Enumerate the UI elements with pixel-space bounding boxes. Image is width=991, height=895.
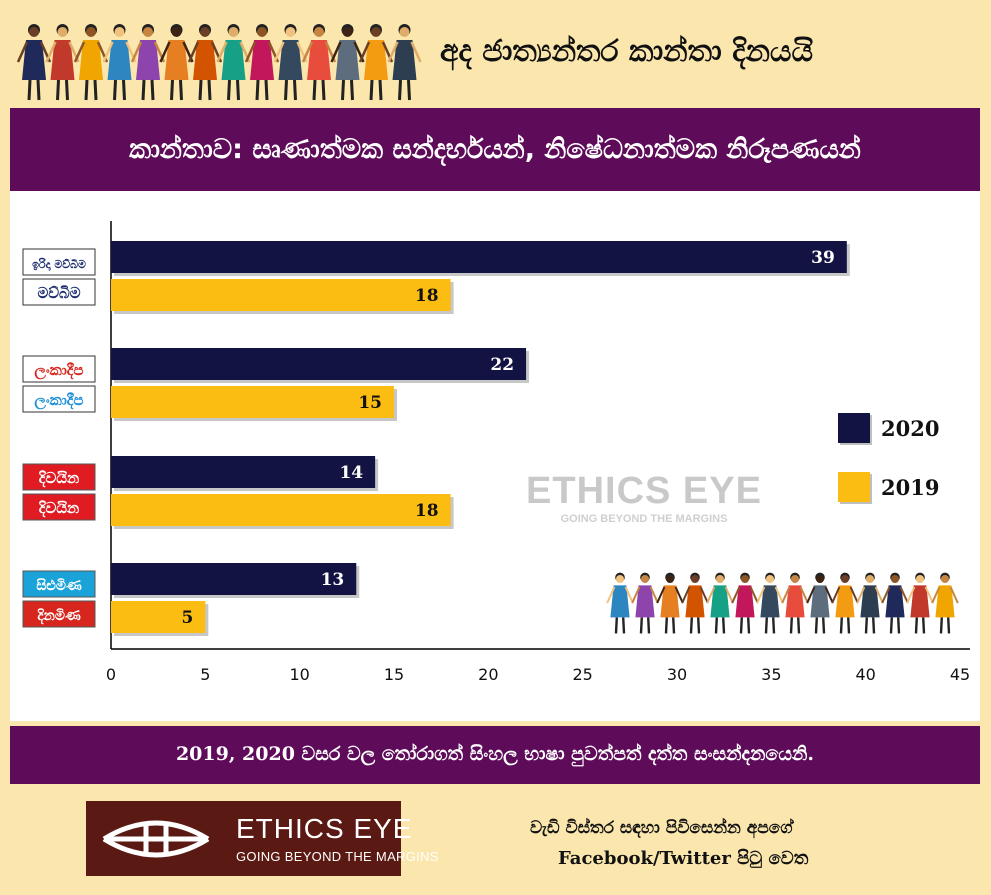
x-tick-label: 15	[384, 665, 404, 684]
women-group-illustration-top	[16, 24, 422, 101]
legend-label: 2020	[881, 416, 939, 441]
bar-value-label: 14	[339, 463, 363, 483]
source-note: 2019, 2020 වසර වල තෝරාගත් සිංහල භාෂා පුව…	[175, 743, 815, 765]
category-label: ලංකාදීප	[34, 361, 83, 380]
bar-value-label: 39	[811, 248, 835, 268]
x-tick-label: 10	[289, 665, 309, 684]
woman-figure	[756, 572, 784, 634]
x-tick-label: 30	[667, 665, 687, 684]
woman-figure	[216, 24, 251, 101]
category-logo: ඉරිදා මව්බිම මව්බිම	[22, 248, 96, 306]
x-tick-label: 25	[572, 665, 592, 684]
x-tick-label: 0	[106, 665, 116, 684]
woman-figure	[681, 572, 709, 634]
woman-figure	[159, 24, 194, 101]
woman-figure	[187, 24, 223, 101]
x-tick-label: 35	[761, 665, 781, 684]
woman-figure	[273, 24, 308, 101]
logo-tagline: GOING BEYOND THE MARGINS	[236, 849, 439, 864]
woman-figure	[358, 24, 394, 101]
chart-panel: ETHICS EYE GOING BEYOND THE MARGINS 0 5 10 1…	[10, 191, 980, 721]
woman-figure	[656, 572, 684, 634]
ethics-eye-logo[interactable]: ETHICS EYE GOING BEYOND THE MARGINS	[86, 801, 438, 876]
woman-figure	[45, 24, 80, 101]
footer-banner: 2019, 2020 වසර වල තෝරාගත් සිංහල භාෂා පුව…	[10, 726, 980, 784]
woman-figure	[856, 572, 884, 634]
bar-value-label: 5	[181, 608, 193, 628]
bar-value-label: 15	[358, 393, 382, 413]
woman-figure	[781, 572, 809, 634]
logo-title: ETHICS EYE	[236, 813, 413, 844]
bar-value-label: 22	[490, 355, 514, 375]
x-tick-label: 20	[478, 665, 498, 684]
bar-2019	[111, 386, 394, 418]
legend-item-2019: 2019	[838, 472, 939, 504]
woman-figure	[631, 572, 659, 634]
category-label: සිළුමිණ	[36, 578, 82, 594]
woman-figure	[706, 572, 734, 634]
category-label: මව්බිම	[37, 284, 80, 302]
bar-2019	[111, 601, 206, 633]
watermark-title: ETHICS EYE	[526, 470, 762, 512]
bar-2020	[111, 241, 847, 273]
subtitle-banner: කාන්තාව: සෘණාත්මක සන්දර්භයන්, නිෂේධනාත්ම…	[10, 108, 980, 191]
chart-subtitle: කාන්තාව: සෘණාත්මක සන්දර්භයන්, නිෂේධනාත්ම…	[129, 134, 861, 165]
category-logo: දිවයින දිවයින	[22, 463, 96, 521]
category-label: දිවයින	[38, 469, 79, 488]
cta-line-2[interactable]: Facebook/Twitter පිටු වෙත	[558, 848, 809, 869]
legend-swatch	[838, 472, 870, 502]
woman-figure	[102, 24, 137, 101]
bar-2019	[111, 494, 451, 526]
category-label: දිනමිණ	[37, 608, 81, 625]
cta-line-1: වැඩි විස්තර සඳහා පිවිසෙන්න අපගේ	[530, 818, 793, 838]
woman-figure	[806, 572, 834, 634]
bar-value-label: 18	[415, 501, 439, 521]
page-title: අද ජාත්‍යන්තර කාන්තා දිනයයි	[440, 34, 814, 69]
bar-2019	[111, 279, 451, 311]
woman-figure	[244, 24, 280, 101]
x-tick-label: 40	[855, 665, 875, 684]
legend-swatch	[838, 413, 870, 443]
legend-item-2020: 2020	[838, 413, 939, 445]
woman-figure	[906, 572, 934, 634]
woman-figure	[731, 572, 759, 634]
category-label: දිවයින	[38, 499, 79, 518]
woman-figure	[831, 572, 859, 634]
bar-value-label: 13	[321, 570, 345, 590]
bar-2020	[111, 348, 527, 380]
woman-figure	[931, 572, 959, 634]
x-tick-label: 5	[200, 665, 210, 684]
category-label: ලංකාදීප	[34, 391, 83, 410]
bar-2020	[111, 563, 357, 595]
woman-figure	[301, 24, 337, 101]
watermark-tagline: GOING BEYOND THE MARGINS	[561, 513, 728, 525]
category-label: ඉරිදා මව්බිම	[32, 257, 86, 272]
woman-figure	[606, 572, 634, 634]
woman-figure	[73, 24, 109, 101]
bar-2020	[111, 456, 376, 488]
woman-figure	[130, 24, 166, 101]
woman-figure	[16, 24, 52, 101]
eye-logo-icon	[102, 820, 210, 858]
bar-value-label: 18	[415, 286, 439, 306]
bottom-banner: ETHICS EYE GOING BEYOND THE MARGINS වැඩි…	[10, 788, 980, 885]
woman-figure	[387, 24, 422, 101]
woman-figure	[881, 572, 909, 634]
woman-figure	[330, 24, 365, 101]
x-tick-label: 45	[950, 665, 970, 684]
category-logo: ලංකාදීප ලංකාදීප	[22, 355, 96, 413]
legend-label: 2019	[881, 475, 939, 500]
category-logo: සිළුමිණ දිනමිණ	[22, 570, 96, 628]
